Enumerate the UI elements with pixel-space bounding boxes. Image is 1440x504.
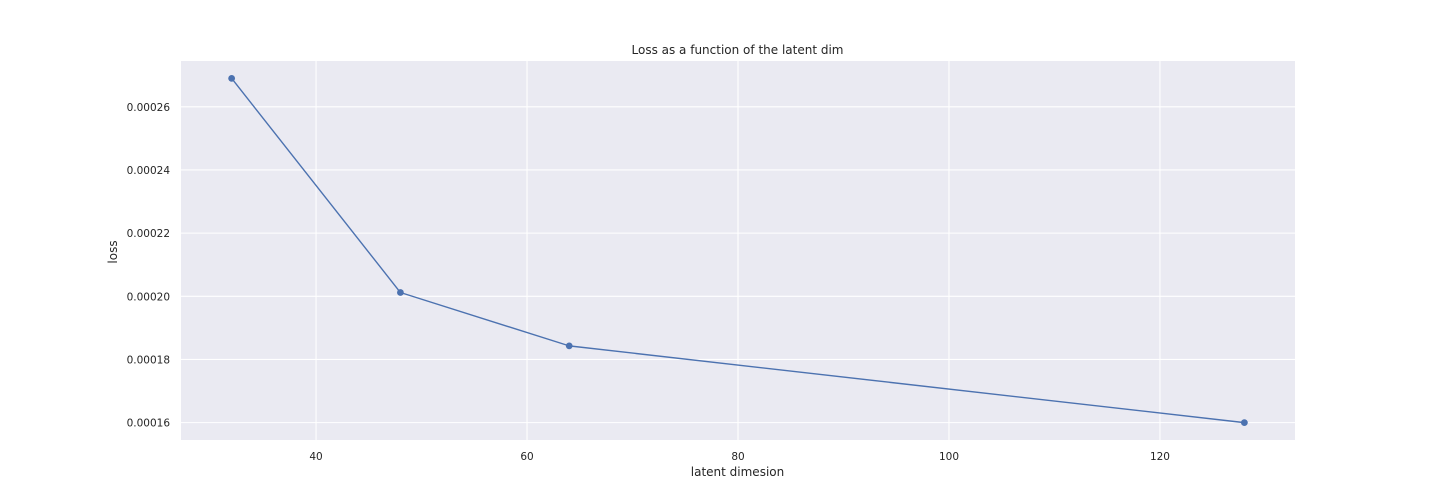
x-tick-label: 100 [939, 451, 959, 463]
x-tick-label: 80 [731, 451, 744, 463]
y-tick-label: 0.00022 [127, 228, 170, 240]
x-tick-label: 120 [1150, 451, 1170, 463]
y-tick-label: 0.00016 [127, 418, 171, 430]
x-tick-label: 60 [520, 451, 533, 463]
y-tick-label: 0.00024 [127, 165, 171, 177]
y-axis-ticks: 0.00016 0.00018 0.00020 0.00022 0.00024 0.000… [127, 102, 171, 430]
x-axis-ticks: 40 60 80 100 120 [309, 451, 1170, 463]
data-point [1240, 419, 1248, 427]
y-axis-label: loss [106, 240, 120, 263]
y-tick-label: 0.00018 [127, 354, 170, 366]
chart-title: Loss as a function of the latent dim [632, 43, 844, 57]
data-point [228, 74, 236, 82]
x-tick-label: 40 [309, 451, 322, 463]
data-point [397, 289, 404, 296]
grid-lines [181, 61, 1295, 440]
series-layer [228, 74, 1248, 427]
y-tick-label: 0.00020 [127, 291, 170, 303]
data-point [565, 342, 573, 350]
series-line [231, 77, 1245, 424]
x-axis-label: latent dimesion [691, 465, 784, 479]
y-tick-label: 0.00026 [127, 102, 171, 114]
